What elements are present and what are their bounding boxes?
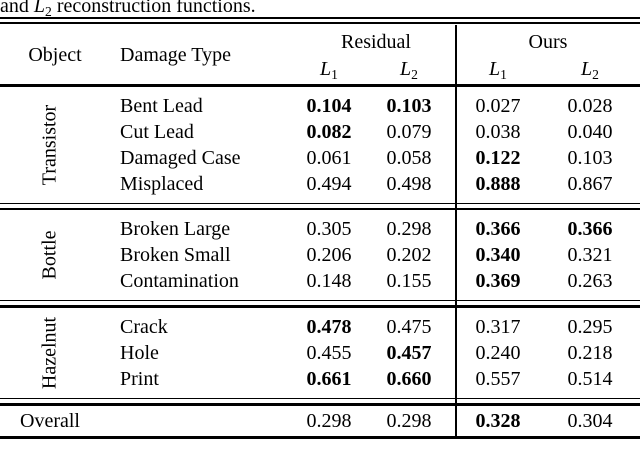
residual-l2-value: 0.103	[386, 94, 432, 117]
column-header-residual-l1: L1	[320, 58, 338, 82]
ours-l2-value: 0.867	[567, 172, 613, 195]
ours-l1-value: 0.317	[475, 315, 521, 338]
ours-l1-value: 0.340	[475, 244, 521, 267]
separator-rule-thin	[0, 300, 640, 302]
object-group-transistor: Transistor Bent Lead 0.104 0.103 0.027 0.028 C…	[0, 87, 640, 203]
column-header-object: Object	[28, 43, 82, 66]
ours-l1-value: 0.557	[475, 367, 521, 390]
residual-l1-value: 0.455	[306, 341, 352, 364]
overall-row: Overall 0.298 0.298 0.328 0.304	[0, 406, 640, 436]
separator-rule-thick	[0, 403, 640, 406]
damage-type-cell: Cut Lead	[120, 120, 194, 143]
column-divider-rule	[455, 25, 457, 438]
group-separator	[0, 202, 640, 211]
top-rule-thick	[0, 21, 640, 24]
overall-residual-l1-value: 0.298	[306, 409, 352, 432]
ours-l1-value: 0.038	[475, 120, 521, 143]
math-l-subscript: 2	[45, 3, 52, 17]
ours-l2-value: 0.321	[567, 244, 613, 267]
object-label: Bottle	[38, 230, 61, 280]
residual-l1-value: 0.661	[306, 367, 352, 390]
object-group-bottle: Bottle Broken Large 0.305 0.298 0.366 0.366 Br…	[0, 210, 640, 300]
overall-ours-l1-value: 0.328	[475, 409, 521, 432]
separator-rule-thick	[0, 305, 640, 308]
residual-l1-value: 0.061	[306, 146, 352, 169]
overall-residual-l2-value: 0.298	[386, 409, 432, 432]
damage-type-cell: Contamination	[120, 270, 239, 293]
ours-l1-value: 0.240	[475, 341, 521, 364]
damage-type-cell: Print	[120, 367, 159, 390]
group-separator	[0, 300, 640, 308]
ours-l1-value: 0.369	[475, 270, 521, 293]
damage-type-cell: Broken Large	[120, 218, 231, 241]
overall-label: Overall	[20, 409, 80, 432]
table-caption-text: and L2 reconstruction functions.	[0, 0, 640, 17]
ours-l2-value: 0.103	[567, 146, 613, 169]
column-header-ours-l1: L1	[489, 58, 507, 82]
ours-l1-value: 0.366	[475, 218, 521, 241]
residual-l1-value: 0.478	[306, 315, 352, 338]
ours-l2-value: 0.295	[567, 315, 613, 338]
bottom-rule	[0, 435, 640, 439]
damage-type-cell: Hole	[120, 341, 159, 364]
column-header-damage-type: Damage Type	[120, 43, 231, 66]
residual-l2-value: 0.079	[386, 120, 432, 143]
table-header-row: Object Damage Type Residual Ours L1 L2 L…	[0, 24, 640, 84]
math-l-symbol: L	[33, 0, 46, 17]
residual-l1-value: 0.148	[306, 270, 352, 293]
damage-type-cell: Crack	[120, 315, 168, 338]
residual-l2-value: 0.475	[386, 315, 432, 338]
ours-l1-value: 0.888	[475, 172, 521, 195]
column-group-header-residual: Residual	[341, 31, 411, 53]
damage-type-cell: Broken Small	[120, 244, 231, 267]
ours-l2-value: 0.514	[567, 367, 613, 390]
damage-type-cell: Misplaced	[120, 172, 204, 195]
residual-l2-value: 0.457	[386, 341, 432, 364]
column-header-residual-l2: L2	[400, 58, 418, 82]
separator-rule-thin	[0, 202, 640, 204]
separator-rule-thick	[0, 207, 640, 211]
top-rule-thin	[0, 17, 640, 19]
residual-l2-value: 0.058	[386, 146, 432, 169]
residual-l2-value: 0.298	[386, 218, 432, 241]
object-label: Hazelnut	[38, 316, 61, 389]
overall-separator	[0, 397, 640, 406]
table-body: Transistor Bent Lead 0.104 0.103 0.027 0.028 C…	[0, 87, 640, 398]
column-header-ours-l2: L2	[581, 58, 599, 82]
ours-l2-value: 0.028	[567, 94, 613, 117]
residual-l1-value: 0.206	[306, 244, 352, 267]
ours-l1-value: 0.122	[475, 146, 521, 169]
column-group-header-ours: Ours	[528, 31, 568, 53]
ours-l2-value: 0.218	[567, 341, 613, 364]
ours-l2-value: 0.366	[567, 218, 613, 241]
object-label: Transistor	[38, 104, 61, 185]
residual-l1-value: 0.082	[306, 120, 352, 143]
residual-l2-value: 0.498	[386, 172, 432, 195]
residual-l2-value: 0.202	[386, 244, 432, 267]
separator-rule-thin	[0, 397, 640, 400]
ours-l2-value: 0.263	[567, 270, 613, 293]
ours-l2-value: 0.040	[567, 120, 613, 143]
residual-l2-value: 0.660	[386, 367, 432, 390]
header-bottom-rule	[0, 84, 640, 87]
object-group-hazelnut: Hazelnut Crack 0.478 0.475 0.317 0.295 Hole 0.4…	[0, 308, 640, 398]
damage-type-cell: Damaged Case	[120, 146, 241, 169]
residual-l1-value: 0.494	[306, 172, 352, 195]
residual-l2-value: 0.155	[386, 270, 432, 293]
residual-l1-value: 0.305	[306, 218, 352, 241]
damage-type-cell: Bent Lead	[120, 94, 203, 117]
ours-l1-value: 0.027	[475, 94, 521, 117]
results-table: Object Damage Type Residual Ours L1 L2 L…	[0, 24, 640, 439]
overall-ours-l2-value: 0.304	[567, 409, 613, 432]
table-caption: and L2 reconstruction functions.	[0, 0, 640, 17]
residual-l1-value: 0.104	[306, 94, 352, 117]
